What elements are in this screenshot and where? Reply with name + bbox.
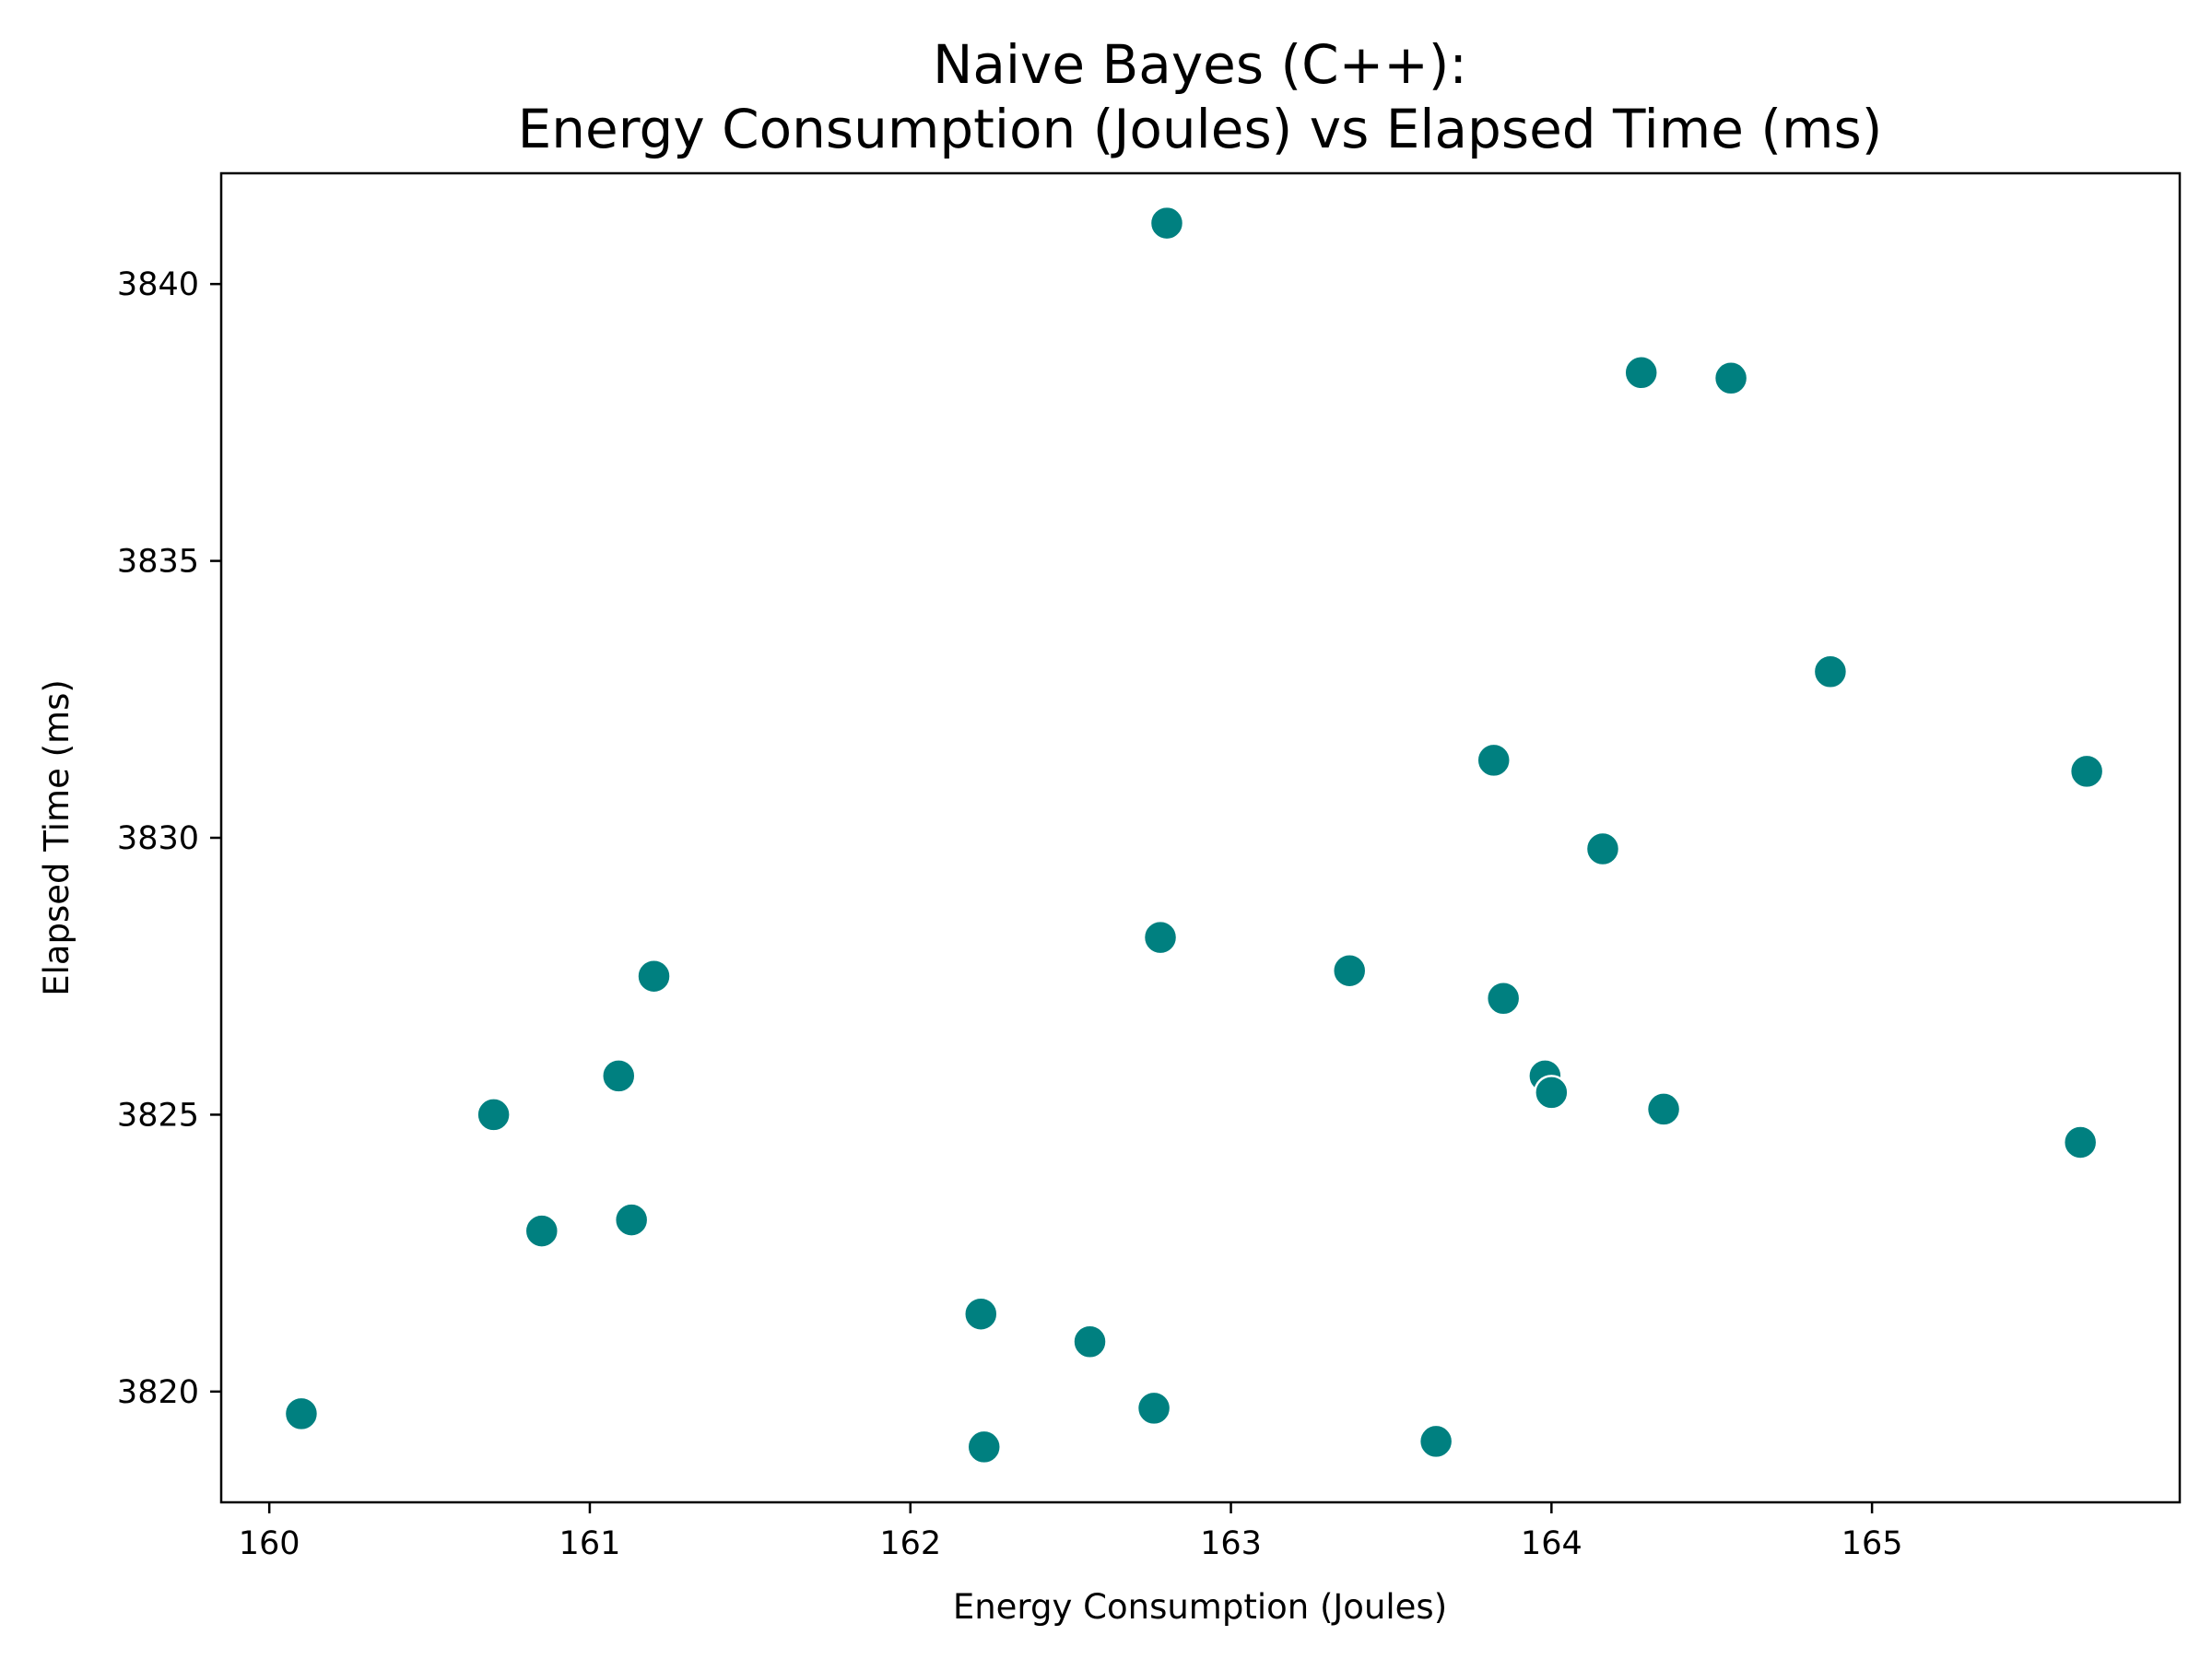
data-point xyxy=(601,1058,637,1094)
data-point xyxy=(2062,1124,2099,1160)
data-point xyxy=(636,958,672,994)
data-point xyxy=(1812,653,1849,689)
y-tick-label: 3835 xyxy=(117,544,199,581)
data-point xyxy=(524,1213,560,1249)
chart-title-line-2: Energy Consumption (Joules) vs Elapsed T… xyxy=(518,98,1883,160)
data-point xyxy=(966,1429,1002,1465)
data-point xyxy=(1645,1091,1682,1127)
x-tick-label: 164 xyxy=(1521,1525,1583,1562)
x-tick-label: 161 xyxy=(559,1525,621,1562)
data-point xyxy=(1418,1423,1454,1460)
y-tick-label: 3820 xyxy=(117,1374,199,1411)
data-point xyxy=(1623,355,1659,391)
x-tick-label: 160 xyxy=(239,1525,300,1562)
y-tick-label: 3840 xyxy=(117,266,199,303)
data-point xyxy=(1712,360,1749,396)
data-point xyxy=(2068,753,2105,790)
data-point xyxy=(476,1097,512,1133)
data-point xyxy=(963,1296,999,1332)
data-point xyxy=(1148,205,1185,241)
chart-title-line-1: Naive Bayes (C++): xyxy=(933,33,1467,96)
data-point xyxy=(1142,919,1179,956)
y-axis-ticks: 3820 3825 3830 3835 3840 xyxy=(117,266,221,1411)
data-point xyxy=(1135,1390,1172,1427)
data-point xyxy=(283,1395,320,1432)
data-point xyxy=(1584,830,1621,867)
data-point xyxy=(1534,1075,1570,1111)
plot-frame xyxy=(219,171,2182,1504)
data-point xyxy=(1476,742,1512,779)
x-axis-label: Energy Consumption (Joules) xyxy=(953,1587,1447,1627)
y-axis-label: Elapsed Time (ms) xyxy=(37,679,76,996)
y-tick-label: 3825 xyxy=(117,1097,199,1134)
scatter-points xyxy=(283,205,2105,1465)
x-tick-label: 165 xyxy=(1841,1525,1903,1562)
y-tick-label: 3830 xyxy=(117,820,199,857)
data-point xyxy=(1485,980,1522,1017)
x-axis-ticks: 160 161 162 163 164 165 xyxy=(239,1502,1903,1562)
x-tick-label: 163 xyxy=(1200,1525,1262,1562)
data-point xyxy=(1072,1324,1108,1360)
data-point xyxy=(613,1202,650,1238)
data-point xyxy=(1331,952,1368,989)
x-tick-label: 162 xyxy=(879,1525,941,1562)
